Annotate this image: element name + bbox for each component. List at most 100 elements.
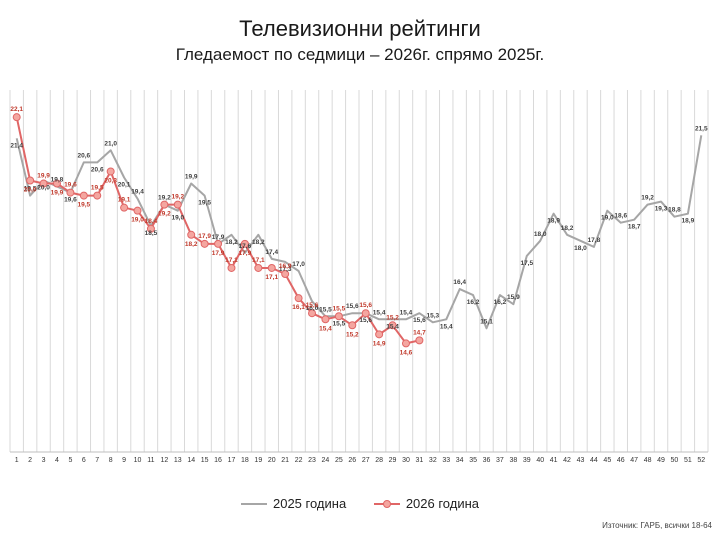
data-label-2025: 15,5: [319, 306, 332, 313]
data-label-2025: 16,2: [494, 299, 507, 306]
series-2026-point: [361, 309, 370, 318]
data-label-2025: 19,2: [641, 195, 654, 202]
x-tick-label: 46: [617, 457, 625, 464]
data-label-2026: 14,9: [373, 340, 386, 347]
data-label-2025: 20,6: [91, 166, 104, 173]
data-label-2025: 19,0: [601, 215, 614, 222]
series-2026-point: [160, 200, 169, 209]
x-tick-label: 47: [630, 457, 638, 464]
legend-label-2025: 2025 година: [272, 496, 347, 511]
x-tick-label: 1: [15, 457, 19, 464]
data-label-2026: 17,1: [252, 257, 265, 264]
series-2026-point: [173, 200, 182, 209]
x-tick-label: 26: [348, 457, 356, 464]
x-tick-label: 23: [308, 457, 316, 464]
x-tick-label: 50: [671, 457, 679, 464]
data-label-2025: 18,6: [614, 213, 627, 220]
data-label-2025: 17,4: [265, 249, 278, 256]
data-label-2026: 19,9: [37, 173, 50, 180]
chart-legend: 2025 година 2026 година: [0, 496, 720, 512]
data-label-2025: 15,3: [426, 312, 439, 319]
series-2026-point: [52, 179, 61, 188]
data-label-2026: 22,1: [10, 106, 23, 113]
series-2026-point: [79, 191, 88, 200]
x-tick-label: 2: [28, 457, 32, 464]
data-label-2025: 15,6: [359, 317, 372, 324]
data-label-2026: 17,1: [265, 274, 278, 281]
data-label-2026: 15,6: [359, 302, 372, 309]
series-2026-point: [375, 330, 384, 339]
x-tick-label: 29: [389, 457, 397, 464]
x-tick-label: 24: [322, 457, 330, 464]
data-label-2026: 19,6: [64, 182, 77, 189]
data-label-2025: 18,2: [252, 239, 265, 246]
x-tick-label: 16: [214, 457, 222, 464]
data-label-2026: 17,9: [198, 233, 211, 240]
data-label-2025: 18,0: [574, 245, 587, 252]
data-label-2025: 15,9: [507, 294, 520, 301]
x-tick-label: 33: [442, 457, 450, 464]
x-tick-label: 48: [644, 457, 652, 464]
legend-item-2026: 2026 година: [373, 496, 479, 511]
x-tick-label: 45: [603, 457, 611, 464]
data-label-2025: 15,4: [400, 309, 413, 316]
data-label-2025: 21,4: [10, 142, 23, 149]
x-tick-label: 28: [375, 457, 383, 464]
data-label-2025: 18,9: [547, 218, 560, 225]
x-tick-label: 21: [281, 457, 289, 464]
x-tick-label: 7: [95, 457, 99, 464]
data-label-2025: 16,0: [306, 305, 319, 312]
series-2026-point: [12, 113, 21, 122]
x-tick-label: 4: [55, 457, 59, 464]
series-2025-line: [15, 135, 703, 330]
data-label-2025: 19,5: [24, 186, 37, 193]
x-tick-label: 42: [563, 457, 571, 464]
data-label-2026: 17,1: [225, 257, 238, 264]
data-label-2025: 16,2: [467, 299, 480, 306]
chart-subtitle: Гледаемост по седмици – 2026г. спрямо 20…: [175, 45, 545, 64]
data-label-2025: 15,4: [440, 323, 453, 330]
data-label-2025: 17,3: [279, 266, 292, 273]
data-label-2026: 18,2: [185, 241, 198, 248]
series-2026-point: [415, 336, 424, 345]
data-label-2026: 14,7: [413, 329, 426, 336]
x-tick-label: 36: [483, 457, 491, 464]
data-label-2025: 17,9: [212, 234, 225, 241]
data-label-2025: 17,0: [292, 261, 305, 268]
data-label-2026: 20,3: [104, 177, 117, 184]
series-2026-point: [120, 203, 129, 212]
data-label-2025: 20,1: [118, 181, 131, 188]
series-2026-point: [227, 263, 236, 272]
x-tick-label: 30: [402, 457, 410, 464]
data-label-2026: 18,4: [145, 218, 158, 225]
data-label-2026: 19,1: [118, 197, 131, 204]
x-tick-label: 12: [160, 457, 168, 464]
x-tick-label: 11: [147, 457, 154, 464]
data-label-2026: 15,4: [319, 325, 332, 332]
series-2026-point: [308, 309, 317, 318]
x-tick-label: 49: [657, 457, 665, 464]
x-tick-label: 8: [109, 457, 113, 464]
data-label-2026: 16,1: [292, 304, 305, 311]
data-label-2025: 15,5: [333, 320, 346, 327]
legend-line-2025-icon: [240, 502, 267, 505]
series-2026-point: [39, 179, 48, 188]
x-tick-label: 27: [362, 457, 370, 464]
data-label-2025: 19,4: [131, 189, 144, 196]
data-label-2025: 19,2: [158, 195, 171, 202]
data-label-2025: 21,0: [104, 140, 117, 147]
series-2026-point: [281, 270, 290, 279]
data-label-2025: 18,2: [561, 225, 574, 232]
x-tick-label: 5: [68, 457, 72, 464]
data-label-2025: 19,8: [51, 177, 64, 184]
series-2026-point: [106, 167, 115, 176]
x-tick-label: 37: [496, 457, 504, 464]
data-label-2025: 19,5: [198, 200, 211, 207]
series-2026-point: [26, 176, 35, 185]
chart-title: Телевизионни рейтинги: [239, 16, 481, 41]
data-label-2025: 20,6: [77, 152, 90, 159]
x-tick-label: 6: [82, 457, 86, 464]
x-tick-label: 18: [241, 457, 249, 464]
data-label-2025: 18,8: [668, 207, 681, 214]
